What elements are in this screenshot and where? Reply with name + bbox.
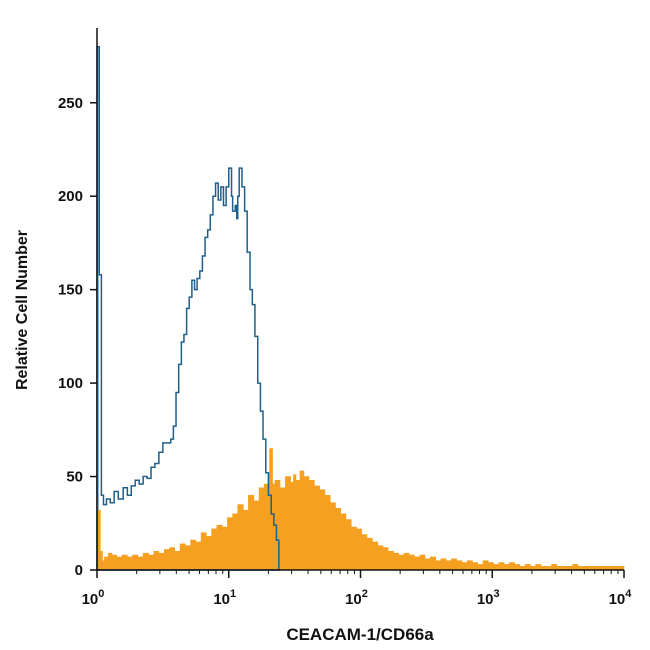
plot-series <box>96 45 625 571</box>
outline-histogram-series <box>96 45 280 571</box>
outline-spike-fill <box>98 47 99 571</box>
y-axis-title: Relative Cell Number <box>14 230 31 390</box>
x-axis-ticks: 100 101 102 103 104 <box>82 570 633 608</box>
y-tick-label: 0 <box>75 562 83 579</box>
x-tick-label: 104 <box>609 588 633 608</box>
x-tick-label: 101 <box>213 588 236 608</box>
y-tick-label: 100 <box>58 375 83 392</box>
filled-histogram-series <box>96 448 625 571</box>
x-axis-title: CEACAM-1/CD66a <box>286 625 434 644</box>
x-tick-label: 103 <box>477 588 500 608</box>
axes <box>96 28 624 571</box>
y-tick-label: 150 <box>58 282 83 299</box>
x-tick-label: 100 <box>82 588 105 608</box>
y-tick-label: 50 <box>66 469 83 486</box>
y-tick-label: 200 <box>58 188 83 205</box>
y-tick-label: 250 <box>58 95 83 112</box>
x-tick-label: 102 <box>345 588 368 608</box>
y-axis-ticks: 0 50 100 150 200 250 <box>58 95 97 579</box>
